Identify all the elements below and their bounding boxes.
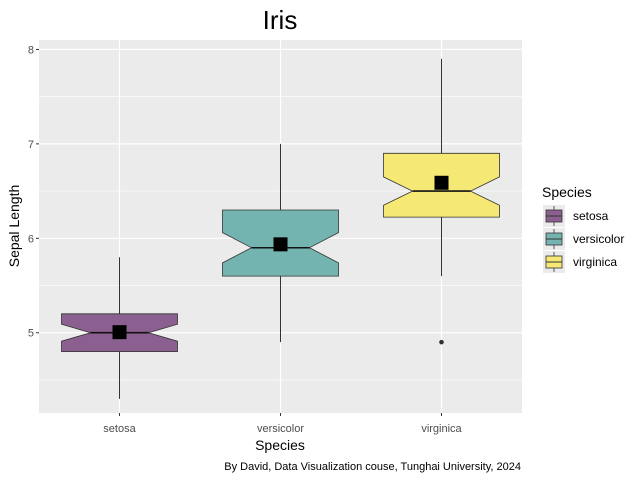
mean-marker	[434, 175, 449, 190]
legend-title: Species	[542, 184, 592, 200]
mean-marker	[273, 237, 288, 252]
legend-label: setosa	[573, 209, 609, 223]
y-tick-label: 8	[28, 44, 34, 56]
outlier-point	[439, 339, 444, 345]
boxes	[61, 58, 500, 399]
y-axis-ticks: 5 6 7 8	[28, 44, 39, 340]
caption: By David, Data Visualization couse, Tung…	[224, 461, 521, 473]
y-tick-label: 7	[28, 139, 34, 151]
legend: Species setosa versicolor virginica	[542, 184, 624, 273]
legend-item-setosa: setosa	[543, 205, 609, 227]
y-axis-title: Sepal Length	[6, 185, 22, 268]
y-tick-label: 6	[28, 233, 34, 245]
x-tick-label: virginica	[421, 423, 462, 435]
x-tick-label: setosa	[103, 423, 136, 435]
chart-title: Iris	[263, 5, 298, 35]
y-tick-label: 5	[28, 328, 34, 340]
legend-label: versicolor	[573, 232, 624, 246]
x-tick-label: versicolor	[257, 423, 304, 435]
legend-item-virginica: virginica	[543, 251, 617, 273]
mean-marker	[112, 325, 127, 340]
legend-label: virginica	[573, 255, 617, 269]
box-setosa	[61, 257, 178, 399]
legend-item-versicolor: versicolor	[543, 228, 624, 250]
x-axis-ticks: setosa versicolor virginica	[103, 413, 463, 435]
x-axis-title: Species	[255, 437, 305, 453]
box-virginica	[383, 58, 500, 345]
box-versicolor	[222, 143, 339, 343]
